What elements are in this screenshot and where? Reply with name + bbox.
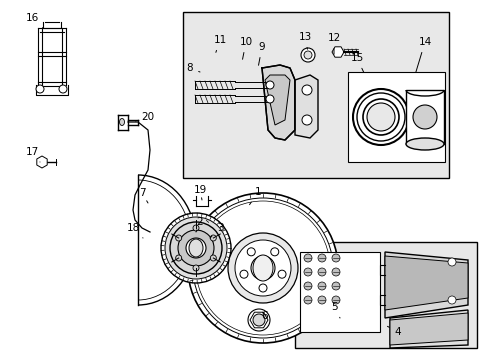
Bar: [183, 12, 448, 178]
Polygon shape: [389, 310, 467, 348]
Circle shape: [331, 296, 339, 304]
Circle shape: [304, 51, 311, 59]
Polygon shape: [389, 313, 467, 345]
Circle shape: [304, 268, 311, 276]
Circle shape: [240, 270, 247, 278]
Circle shape: [304, 282, 311, 290]
Circle shape: [170, 222, 222, 274]
Circle shape: [447, 296, 455, 304]
Circle shape: [302, 85, 311, 95]
Circle shape: [317, 254, 325, 262]
Bar: [405, 90, 443, 144]
Circle shape: [164, 217, 226, 279]
Circle shape: [301, 48, 314, 62]
Circle shape: [161, 213, 230, 283]
Circle shape: [247, 309, 269, 331]
Ellipse shape: [252, 255, 272, 281]
Text: 14: 14: [415, 37, 431, 72]
Polygon shape: [37, 156, 47, 168]
Circle shape: [331, 282, 339, 290]
Text: 10: 10: [239, 37, 252, 59]
Circle shape: [259, 284, 266, 292]
Text: 3: 3: [209, 223, 223, 238]
Circle shape: [250, 256, 274, 280]
Circle shape: [185, 238, 205, 258]
Circle shape: [362, 99, 398, 135]
Circle shape: [317, 268, 325, 276]
Text: 6: 6: [261, 311, 268, 321]
Circle shape: [210, 235, 216, 241]
Circle shape: [36, 85, 44, 93]
Circle shape: [210, 255, 216, 261]
Text: 18: 18: [126, 223, 142, 238]
Polygon shape: [294, 75, 317, 138]
Text: 11: 11: [213, 35, 226, 52]
Circle shape: [193, 265, 199, 271]
Circle shape: [178, 230, 214, 266]
Text: 15: 15: [350, 53, 363, 72]
Text: 8: 8: [186, 63, 200, 73]
Bar: [294, 242, 476, 348]
Bar: [299, 252, 379, 332]
Polygon shape: [331, 47, 343, 57]
Circle shape: [331, 268, 339, 276]
Text: 17: 17: [25, 147, 40, 162]
Circle shape: [175, 255, 182, 261]
Ellipse shape: [119, 118, 124, 126]
Polygon shape: [384, 256, 467, 310]
Text: 5: 5: [331, 302, 339, 318]
Text: 7: 7: [139, 188, 148, 203]
Circle shape: [227, 233, 297, 303]
Text: 2: 2: [196, 217, 203, 232]
Circle shape: [278, 270, 285, 278]
Circle shape: [270, 248, 278, 256]
Bar: [347, 72, 444, 162]
Circle shape: [175, 235, 182, 241]
Polygon shape: [264, 75, 289, 125]
Circle shape: [265, 81, 273, 89]
Circle shape: [247, 248, 255, 256]
Text: 12: 12: [326, 33, 340, 54]
Circle shape: [265, 95, 273, 103]
Ellipse shape: [405, 138, 443, 150]
Circle shape: [331, 254, 339, 262]
Circle shape: [317, 296, 325, 304]
Text: 1: 1: [249, 187, 261, 205]
Circle shape: [304, 296, 311, 304]
Circle shape: [59, 85, 67, 93]
Circle shape: [366, 103, 394, 131]
Circle shape: [187, 193, 337, 343]
Circle shape: [412, 105, 436, 129]
Text: 16: 16: [25, 13, 43, 28]
Circle shape: [447, 258, 455, 266]
Text: 4: 4: [386, 326, 401, 337]
Circle shape: [252, 314, 264, 326]
Text: 9: 9: [258, 42, 265, 65]
Circle shape: [193, 225, 199, 231]
Polygon shape: [262, 65, 294, 140]
Circle shape: [302, 115, 311, 125]
Circle shape: [304, 254, 311, 262]
Circle shape: [317, 282, 325, 290]
Polygon shape: [384, 252, 467, 318]
Circle shape: [235, 240, 290, 296]
Text: 13: 13: [298, 32, 311, 49]
Ellipse shape: [189, 239, 203, 257]
Text: 20: 20: [135, 112, 154, 122]
Text: 19: 19: [193, 185, 206, 200]
